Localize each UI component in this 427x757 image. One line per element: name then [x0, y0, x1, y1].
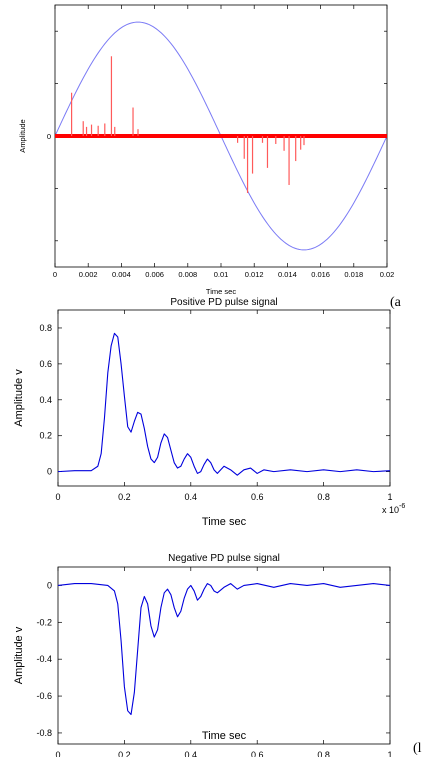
y-tick-label: -0.2 — [36, 617, 52, 627]
x-tick-label: 0.02 — [380, 270, 395, 279]
x-tick-label: 0.004 — [112, 270, 131, 279]
x-tick-label: 0.014 — [278, 270, 297, 279]
y-axis-label: Amplitude v — [13, 369, 25, 427]
y-tick-label: 0 — [47, 467, 52, 477]
x-axis-label: Time sec — [206, 287, 236, 296]
x-tick-label: 1 — [387, 750, 392, 757]
y-tick-label: -0.6 — [36, 691, 52, 701]
plot-area — [58, 332, 390, 476]
x-tick-label: 0.2 — [118, 492, 131, 502]
x-tick-label: 0.008 — [178, 270, 197, 279]
x-tick-label: 0.8 — [317, 750, 330, 757]
y-tick-label: 0.4 — [39, 395, 52, 405]
x-multiplier-label: x 10-6 — [382, 503, 405, 515]
plot-frame — [57, 566, 391, 745]
y-axis-label: Amplitude v — [13, 626, 25, 684]
chart-b-top: Positive PD pulse signal 0 0.2 0.4 0.6 0.8 1 0 0… — [13, 297, 405, 528]
x-tick-label: 0.006 — [145, 270, 164, 279]
y-tick-label: 0.2 — [39, 431, 52, 441]
plot-area — [58, 583, 390, 716]
x-tick-label: 0.6 — [251, 492, 264, 502]
plot-area — [55, 21, 387, 251]
chart-title: Negative PD pulse signal — [168, 553, 280, 564]
chart-title: Positive PD pulse signal — [170, 297, 277, 308]
x-tick-label: 0.2 — [118, 750, 131, 757]
x-tick-label: 1 — [387, 492, 392, 502]
panel-label: (a — [390, 295, 402, 310]
chart-a: 0 0.002 0.004 0.006 0.008 0.01 0.012 0.014 0.016… — [18, 4, 402, 310]
x-axis-label: Time sec — [202, 730, 247, 742]
y-tick-label: -0.8 — [36, 728, 52, 738]
x-multiplier-exponent: -6 — [399, 503, 405, 510]
x-tick-label: 0 — [55, 492, 60, 502]
y-tick-label: 0 — [47, 132, 51, 141]
x-tick-label: 0.6 — [251, 750, 264, 757]
x-tick-label: 0.01 — [214, 270, 229, 279]
y-tick-label: 0.6 — [39, 359, 52, 369]
plot-frame — [57, 309, 391, 487]
y-axis-label: Amplitude — [18, 119, 27, 152]
x-tick-label: 0.012 — [245, 270, 264, 279]
x-tick-label: 0.002 — [79, 270, 98, 279]
y-tick-label: 0.8 — [39, 323, 52, 333]
x-tick-label: 0.4 — [185, 492, 198, 502]
x-tick-label: 0.4 — [185, 750, 198, 757]
y-tick-label: 0 — [47, 580, 52, 590]
x-axis-label: Time sec — [202, 516, 247, 528]
x-tick-label: 0.018 — [344, 270, 363, 279]
x-tick-label: 0.016 — [311, 270, 330, 279]
x-tick-label: 0.8 — [317, 492, 330, 502]
pulse-series-line — [58, 332, 390, 476]
panel-label: (l — [413, 741, 422, 756]
y-tick-label: -0.4 — [36, 654, 52, 664]
x-tick-label: 0 — [53, 270, 57, 279]
x-tick-label: 0 — [55, 750, 60, 757]
pulse-series-line — [58, 583, 390, 716]
chart-b-bottom: Negative PD pulse signal 0 0.2 0.4 0.6 0.8 1 0 -… — [13, 553, 422, 757]
